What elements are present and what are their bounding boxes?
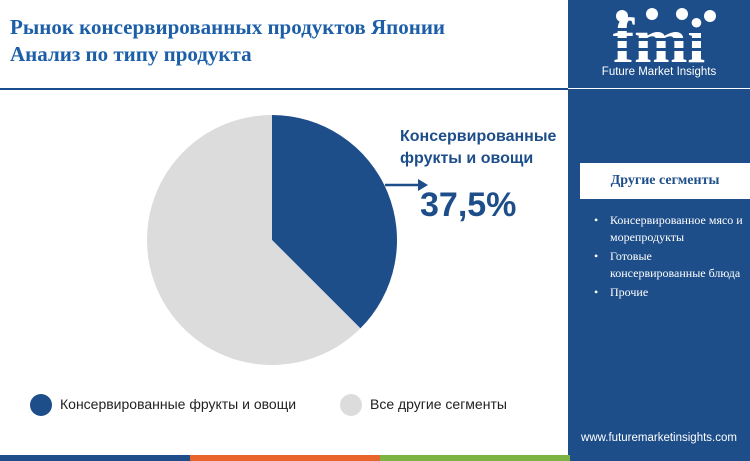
callout-label: Консервированные фрукты и овощи <box>400 128 557 167</box>
title-line-1: Рынок консервированных продуктов Японии <box>10 15 446 39</box>
pie-chart <box>146 115 428 365</box>
footer-bar-segment <box>0 455 190 461</box>
segment-item: Готовые консервированные блюда <box>594 248 744 282</box>
title-line-2: Анализ по типу продукта <box>10 42 252 66</box>
sidebar: fmi Future Market Insights Другие сегмен… <box>568 0 750 461</box>
callout-arrow-head <box>418 179 428 191</box>
page-title: Рынок консервированных продуктов Японии … <box>10 14 565 68</box>
fmi-logo: fmi <box>598 6 720 76</box>
website-url: www.futuremarketinsights.com <box>581 432 737 444</box>
footer-bar-segment <box>380 455 570 461</box>
logo-stripes <box>598 28 720 51</box>
pie-slice-other-segments <box>146 115 361 365</box>
footer-bar-segment <box>570 455 750 461</box>
legend-swatch-fruits-vegetables <box>30 394 52 416</box>
other-segments-header: Другие сегменты <box>580 163 750 199</box>
legend-swatch-other-segments <box>340 394 362 416</box>
footer-bar-segment <box>190 455 380 461</box>
legend-label-other-segments: Все другие сегменты <box>370 396 507 412</box>
other-segments-list: Консервированное мясо и морепродукты Гот… <box>594 212 744 303</box>
segment-item: Консервированное мясо и морепродукты <box>594 212 744 246</box>
globe-icons <box>616 8 716 22</box>
segment-item: Прочие <box>594 284 744 301</box>
brand-name: Future Market Insights <box>601 66 717 78</box>
other-segments-title: Другие сегменты <box>610 173 720 188</box>
legend-label-fruits-vegetables: Консервированные фрукты и овощи <box>60 396 297 412</box>
pie-slice-fruits-vegetables <box>272 115 397 329</box>
title-divider <box>0 88 568 90</box>
sidebar-divider <box>568 88 750 89</box>
callout-value: 37,5% <box>420 186 517 224</box>
